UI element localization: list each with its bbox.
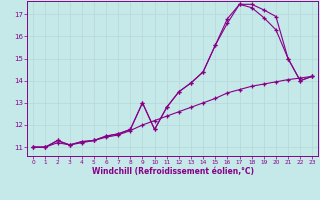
X-axis label: Windchill (Refroidissement éolien,°C): Windchill (Refroidissement éolien,°C) bbox=[92, 167, 254, 176]
